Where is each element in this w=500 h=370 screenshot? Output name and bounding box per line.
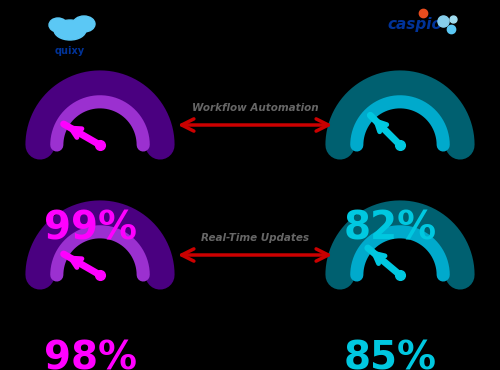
- Text: 82%: 82%: [344, 210, 436, 248]
- Ellipse shape: [49, 18, 67, 32]
- Text: caspio: caspio: [388, 17, 442, 33]
- Text: Workflow Automation: Workflow Automation: [192, 103, 318, 113]
- Ellipse shape: [54, 20, 86, 40]
- Text: Real-Time Updates: Real-Time Updates: [201, 233, 309, 243]
- Ellipse shape: [73, 16, 95, 32]
- Text: quixy: quixy: [55, 46, 85, 56]
- Text: 99%: 99%: [44, 210, 136, 248]
- Text: 85%: 85%: [344, 340, 436, 370]
- Text: 98%: 98%: [44, 340, 136, 370]
